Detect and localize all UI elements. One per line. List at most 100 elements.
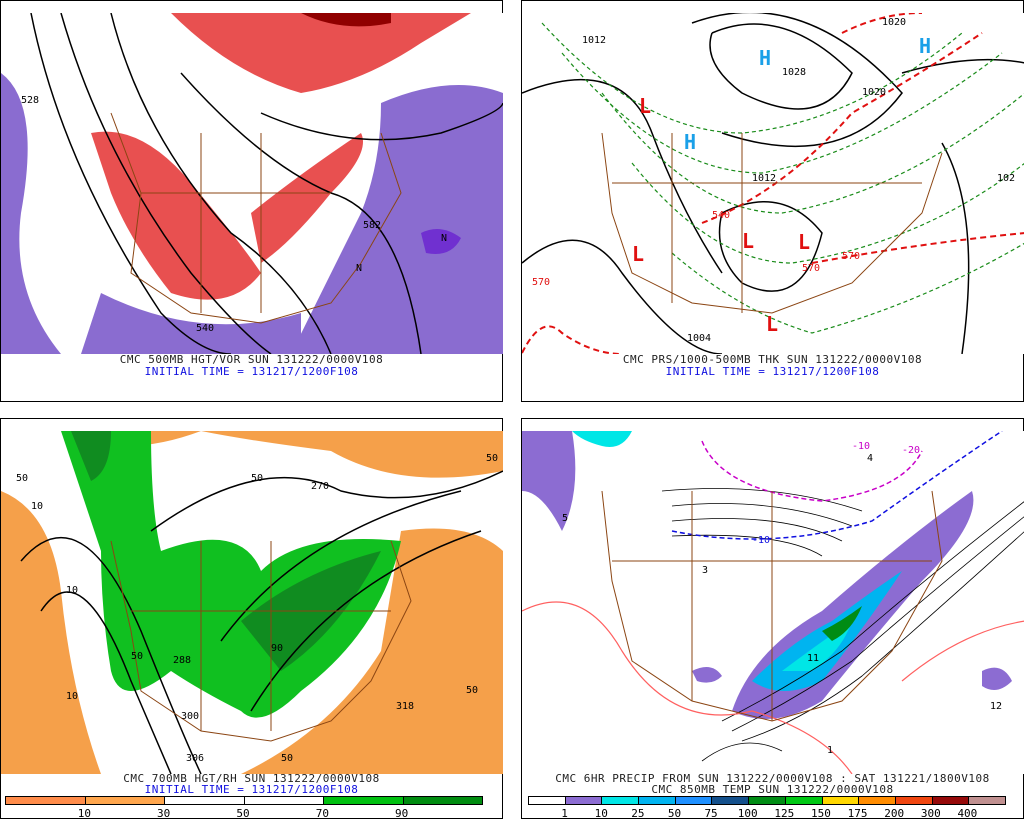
low-pressure-center: L — [742, 229, 754, 253]
map-label: 582 — [363, 220, 381, 231]
panel-caption: CMC 700MB HGT/RH SUN 131222/0000V108 — [123, 772, 380, 785]
precip-label: 12 — [990, 701, 1002, 712]
panel-500mb: N N 582 540 528 CMC 500MB HGT/VOR SUN 13… — [0, 0, 503, 402]
legend-tick: 300 — [920, 807, 941, 820]
legend-swatch — [529, 797, 566, 804]
legend-tick: 150 — [810, 807, 831, 820]
legend-tick: 10 — [594, 807, 608, 820]
pressure-label: 1012 — [752, 173, 776, 184]
pressure-label: 1020 — [862, 87, 886, 98]
map-label: N — [441, 233, 447, 244]
legend-swatch — [85, 797, 165, 804]
panel-caption: CMC 500MB HGT/VOR SUN 131222/0000V108 — [119, 353, 384, 366]
vorticity-field: N N 582 540 528 — [1, 13, 503, 354]
precip-label: 4 — [867, 453, 873, 464]
legend-tick: 90 — [395, 807, 409, 820]
legend-tick: 1 — [561, 807, 568, 820]
temp-label: -10 — [852, 441, 870, 452]
legend-swatch — [785, 797, 823, 804]
pressure-label: 1020 — [882, 17, 906, 28]
legend-tick: 175 — [847, 807, 868, 820]
legend-tick: 100 — [737, 807, 758, 820]
legend-swatch — [639, 797, 676, 804]
map-label: 10 — [66, 691, 78, 702]
panel-precip-850mb-temp: -10 -20 -10 3 4 5 1 12 11 CMC 6HR PRECIP… — [521, 418, 1024, 820]
low-pressure-center: L — [766, 312, 778, 336]
precip-label: 3 — [702, 565, 708, 576]
legend-tick: 70 — [315, 807, 329, 820]
map-label: 50 — [281, 753, 293, 764]
map-label: 50 — [251, 473, 263, 484]
legend-swatch — [165, 797, 245, 804]
panel-caption-temp: CMC 850MB TEMP SUN 131222/0000V108 — [651, 783, 894, 796]
precip-label: 1 — [827, 745, 833, 756]
map-label: 528 — [21, 95, 39, 106]
legend-tick: 200 — [884, 807, 905, 820]
pressure-label: 102 — [997, 173, 1015, 184]
legend-swatch — [675, 797, 713, 804]
legend-swatch — [565, 797, 603, 804]
map-pressure-thickness: H H H L L L L L 1012 1028 1020 1020 1012 1004 5… — [522, 13, 1024, 354]
temp-label: -10 — [752, 535, 770, 546]
legend-tick: 50 — [236, 807, 250, 820]
legend-swatch — [749, 797, 786, 804]
map-700mb-rh: 50 10 50 270 50 288 300 306 10 50 318 50… — [1, 431, 503, 774]
map-label: 306 — [186, 753, 204, 764]
rh-color-legend — [5, 796, 483, 805]
legend-swatch — [712, 797, 750, 804]
panel-pressure-thickness: H H H L L L L L 1012 1028 1020 1020 1012 1004 5… — [521, 0, 1024, 402]
low-pressure-center: L — [639, 94, 651, 118]
map-label: 318 — [396, 701, 414, 712]
pressure-label: 1028 — [782, 67, 806, 78]
map-label: N — [356, 263, 362, 274]
precip-label: 11 — [807, 653, 819, 664]
legend-tick: 10 — [77, 807, 91, 820]
map-label: 90 — [271, 643, 283, 654]
high-pressure-center: H — [759, 46, 771, 70]
initial-time: INITIAL TIME = 131217/1200F108 — [144, 783, 359, 796]
legend-swatch — [822, 797, 860, 804]
legend-tick: 125 — [774, 807, 795, 820]
thickness-label: 570 — [532, 277, 550, 288]
thickness-label: 570 — [842, 251, 860, 262]
humidity-field: 50 10 50 270 50 288 300 306 10 50 318 50… — [1, 431, 503, 774]
map-label: 10 — [66, 585, 78, 596]
legend-swatch — [403, 797, 482, 804]
map-label: 10 — [31, 501, 43, 512]
map-label: 50 — [466, 685, 478, 696]
legend-tick: 50 — [667, 807, 682, 820]
pressure-label: 1004 — [687, 333, 711, 344]
high-pressure-center: H — [684, 130, 696, 154]
pressure-field: H H H L L L L L 1012 1028 1020 1020 1012 1004 5… — [522, 13, 1024, 354]
legend-swatch — [932, 797, 970, 804]
thickness-label: 540 — [712, 210, 730, 221]
map-label: 50 — [16, 473, 28, 484]
panel-700mb-rh: 50 10 50 270 50 288 300 306 10 50 318 50… — [0, 418, 503, 820]
low-pressure-center: L — [632, 242, 644, 266]
temp-label: -20 — [902, 445, 920, 456]
legend-tick: 25 — [631, 807, 645, 820]
map-label: 288 — [173, 655, 191, 666]
map-precip-temp: -10 -20 -10 3 4 5 1 12 11 — [522, 431, 1024, 774]
legend-tick: 75 — [704, 807, 718, 820]
map-500mb-vorticity: N N 582 540 528 — [1, 13, 503, 354]
panel-caption: CMC PRS/1000-500MB THK SUN 131222/0000V1… — [622, 353, 923, 366]
legend-swatch — [859, 797, 896, 804]
initial-time: INITIAL TIME = 131217/1200F108 — [665, 365, 880, 378]
legend-swatch — [602, 797, 640, 804]
precip-label: 5 — [562, 513, 568, 524]
legend-swatch — [324, 797, 404, 804]
legend-swatch — [969, 797, 1005, 804]
map-label: 50 — [486, 453, 498, 464]
map-label: 540 — [196, 323, 214, 334]
map-label: 50 — [131, 651, 143, 662]
high-pressure-center: H — [919, 34, 931, 58]
legend-tick: 30 — [157, 807, 171, 820]
panel-caption: CMC 6HR PRECIP FROM SUN 131222/0000V108 … — [555, 772, 990, 785]
legend-swatch — [895, 797, 933, 804]
precip-field: -10 -20 -10 3 4 5 1 12 11 — [522, 431, 1024, 774]
legend-swatch — [244, 797, 324, 804]
legend-tick: 400 — [957, 807, 978, 820]
map-label: 300 — [181, 711, 199, 722]
thickness-label: 570 — [802, 263, 820, 274]
